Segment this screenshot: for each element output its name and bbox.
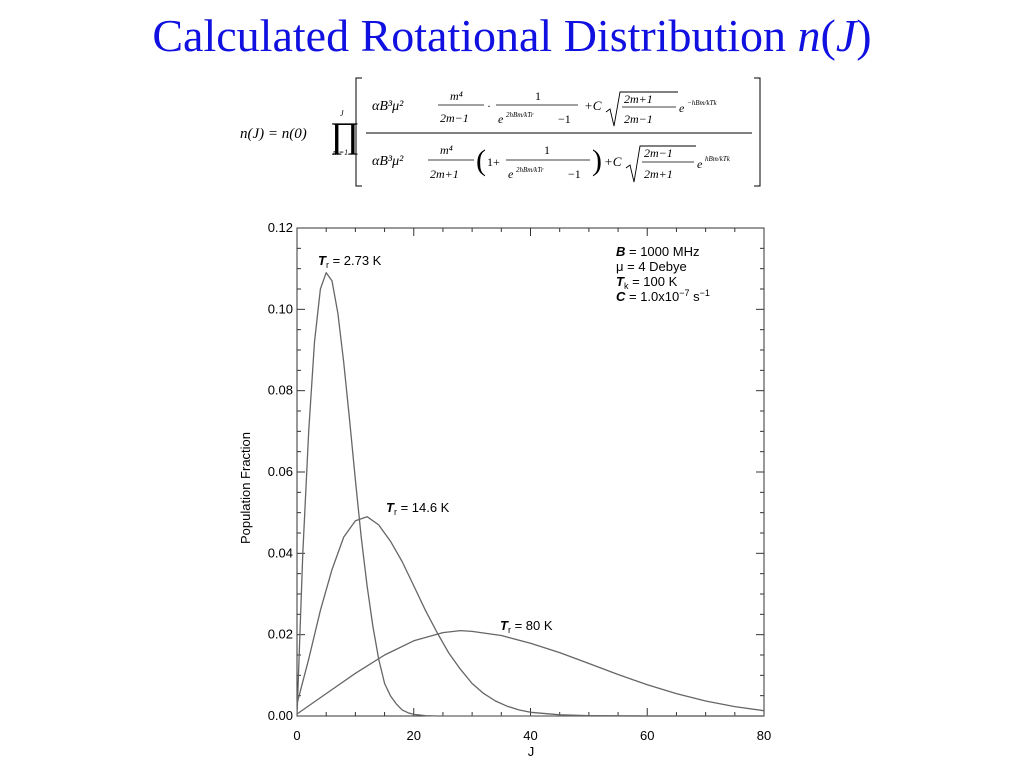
param-c: C = 1.0x10−7 s−1 (616, 288, 710, 304)
title-paren-close: ) (856, 10, 872, 61)
eq-den-paren-open: ( (476, 144, 486, 177)
curve-tr-14-6k (296, 516, 764, 717)
param-tk: Tk = 100 K (616, 274, 678, 291)
y-tick-label: 0.04 (268, 545, 293, 560)
eq-num-boltz-tail: −1 (558, 112, 571, 126)
eq-num-frac-num: m⁴ (450, 89, 463, 103)
title-function: n (797, 10, 821, 61)
eq-left-bracket (355, 77, 362, 187)
slide-title: Calculated Rotational Distribution n(J) (0, 0, 1024, 72)
title-text: Calculated Rotational Distribution (152, 10, 798, 61)
label-tr-14-6k: Tr = 14.6 K (386, 500, 450, 517)
eq-den-plus-c: +C (604, 154, 622, 169)
label-tr-80k: Tr = 80 K (500, 618, 553, 635)
eq-num-sqrt-num: 2m+1 (624, 92, 653, 106)
eq-lhs: n(J) = n(0) (240, 126, 307, 142)
eq-num-sqrt-den: 2m−1 (624, 112, 653, 126)
x-tick-label: 60 (640, 728, 654, 743)
param-mu: μ = 4 Debye (616, 259, 687, 274)
eq-num-boltz-num: 1 (535, 89, 541, 103)
eq-product-symbol: ∏ (330, 115, 360, 155)
curves (296, 272, 765, 717)
y-tick-label: 0.10 (268, 301, 293, 316)
eq-num-boltz-e: e (498, 112, 504, 126)
x-tick-label: 40 (523, 728, 537, 743)
eq-product-lower: m=1 (333, 148, 348, 157)
curve-tr-2-73k (296, 272, 764, 717)
eq-num-exp-e: e (679, 101, 685, 115)
eq-den-boltz-num: 1 (544, 143, 550, 157)
title-paren-open: ( (820, 10, 836, 61)
eq-den-exp: hBm/kTk (705, 155, 731, 163)
eq-num-prefactor: αB³μ² (372, 99, 404, 114)
y-tick-label: 0.00 (268, 708, 293, 723)
eq-den-sqrt-num: 2m−1 (644, 146, 673, 160)
eq-den-boltz-exp: 2hBm/kTr (516, 166, 544, 174)
eq-den-exp-e: e (697, 157, 703, 171)
eq-den-prefactor: αB³μ² (372, 154, 404, 169)
eq-den-sqrt-den: 2m+1 (644, 167, 673, 181)
eq-num-frac-den: 2m−1 (440, 111, 469, 125)
title-variable: J (835, 10, 857, 61)
x-tick-label: 80 (757, 728, 771, 743)
y-tick-label: 0.02 (268, 627, 293, 642)
curve-labels: Tr = 2.73 K Tr = 14.6 K Tr = 80 K (318, 253, 553, 635)
eq-num-boltz-exp: 2hBm/kTr (506, 111, 534, 119)
eq-den-boltz-e: e (508, 167, 514, 181)
eq-product-upper: J (340, 109, 344, 118)
eq-right-bracket (754, 77, 761, 187)
label-tr-2-73k: Tr = 2.73 K (318, 253, 382, 270)
x-tick-label: 0 (293, 728, 300, 743)
curve-tr-80k (296, 629, 765, 715)
y-tick-label: 0.08 (268, 383, 293, 398)
eq-den-frac-num: m⁴ (440, 143, 453, 157)
y-tick-label: 0.06 (268, 464, 293, 479)
eq-den-one-plus: 1+ (487, 155, 500, 169)
y-axis-label: Population Fraction (238, 432, 253, 544)
eq-num-sqrt-sign (605, 91, 678, 127)
eq-den-boltz-tail: −1 (568, 167, 581, 181)
eq-num-dot: · (487, 99, 491, 113)
y-tick-label: 0.12 (268, 220, 293, 235)
eq-den-paren-close: ) (592, 144, 602, 177)
x-tick-label: 20 (407, 728, 421, 743)
eq-num-plus-c: +C (584, 98, 602, 113)
eq-num-exp: −hBm/kTk (687, 99, 717, 107)
param-b: B = 1000 MHz (616, 244, 699, 259)
axes: 0 20 40 60 80 0.00 0.02 0.04 0.06 0.08 0.10 0.12 (268, 220, 772, 743)
eq-den-sqrt-sign (625, 145, 696, 183)
eq-den-frac-den: 2m+1 (430, 167, 459, 181)
x-axis-label: J (528, 744, 535, 759)
distribution-equation: n(J) = n(0) ∏ J m=1 αB³μ² m⁴ 2m−1 · 1 e … (240, 77, 761, 187)
